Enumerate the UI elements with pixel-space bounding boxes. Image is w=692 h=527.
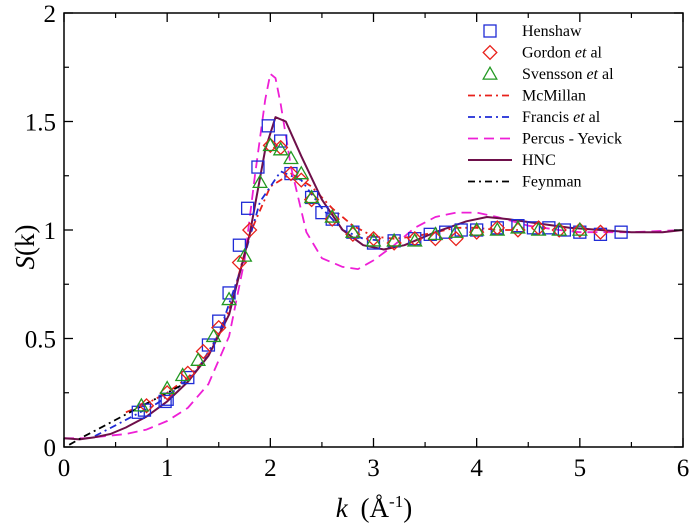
data-point-henshaw	[232, 238, 247, 252]
x-tick-label: 4	[470, 455, 483, 482]
legend-label-svensson-et-al: Svensson et al	[522, 66, 614, 83]
data-point-gordon-et-al	[448, 230, 464, 247]
legend-label-feynman: Feynman	[522, 174, 582, 191]
legend-marker-gordon-et-al	[482, 44, 498, 61]
data-point-svensson-et-al	[133, 397, 150, 412]
data-point-svensson-et-al	[293, 165, 310, 180]
legend-label-henshaw: Henshaw	[522, 23, 582, 40]
legend-marker-svensson-et-al	[482, 65, 498, 80]
data-point-svensson-et-al	[551, 221, 568, 236]
data-point-svensson-et-al	[571, 221, 588, 236]
data-point-gordon-et-al	[211, 319, 227, 336]
y-tick-label: 0.5	[25, 327, 56, 354]
legend-label-gordon-et-al: Gordon et al	[522, 45, 603, 62]
data-point-svensson-et-al	[303, 189, 320, 204]
legend-label-francis-et-al: Francis et al	[522, 109, 601, 126]
data-point-henshaw	[212, 314, 226, 328]
data-point-henshaw	[526, 221, 541, 235]
data-point-henshaw	[557, 223, 572, 237]
data-point-gordon-et-al	[262, 137, 279, 154]
data-point-henshaw	[366, 236, 381, 250]
data-point-henshaw	[181, 370, 195, 385]
data-point-svensson-et-al	[386, 232, 403, 247]
data-point-svensson-et-al	[252, 174, 268, 189]
x-tick-label: 1	[161, 455, 174, 482]
data-point-gordon-et-al	[283, 165, 299, 182]
data-point-henshaw	[614, 225, 628, 239]
data-point-svensson-et-al	[174, 367, 191, 382]
data-point-svensson-et-al	[262, 137, 279, 152]
legend-marker-henshaw	[483, 24, 497, 38]
data-point-svensson-et-al	[530, 221, 547, 236]
data-point-svensson-et-al	[510, 219, 526, 234]
data-point-svensson-et-al	[205, 328, 222, 343]
data-point-gordon-et-al	[138, 398, 155, 414]
data-point-gordon-et-al	[592, 224, 609, 240]
data-point-henshaw	[222, 286, 236, 300]
data-point-svensson-et-al	[344, 224, 361, 238]
y-tick-label: 0	[44, 435, 57, 462]
x-tick-label: 6	[677, 455, 690, 482]
data-point-henshaw	[261, 119, 275, 133]
x-tick-label: 5	[574, 455, 587, 482]
series-line-francis-et-al	[94, 170, 384, 437]
data-point-gordon-et-al	[572, 222, 588, 238]
data-point-svensson-et-al	[272, 141, 289, 156]
legend: Henshaw Gordon et al Svensson et al McMilla…	[468, 23, 622, 191]
data-point-henshaw	[158, 394, 172, 409]
data-point-svensson-et-al	[221, 291, 237, 306]
data-point-henshaw	[251, 160, 265, 174]
data-point-svensson-et-al	[427, 226, 444, 241]
y-axis-label: S(k)	[10, 225, 40, 270]
data-point-gordon-et-al	[293, 172, 310, 188]
legend-label-mcmillan: McMillan	[522, 88, 586, 105]
data-point-henshaw	[573, 225, 587, 239]
data-point-svensson-et-al	[448, 224, 464, 238]
data-point-gordon-et-al	[195, 343, 211, 360]
x-axis-label: k (Å-1)	[336, 492, 412, 523]
data-point-svensson-et-al	[365, 232, 382, 247]
x-tick-label: 0	[58, 455, 71, 482]
y-tick-label: 1	[44, 218, 57, 245]
x-tick-label: 3	[367, 455, 380, 482]
legend-label-hnc: HNC	[522, 152, 556, 169]
data-point-gordon-et-al	[231, 254, 248, 271]
data-point-henshaw	[593, 227, 608, 241]
data-point-svensson-et-al	[489, 221, 506, 236]
data-point-svensson-et-al	[468, 221, 485, 236]
y-tick-label: 1.5	[25, 110, 56, 137]
legend-label-percus-yevick: Percus - Yevick	[522, 131, 622, 148]
data-point-henshaw	[240, 201, 255, 215]
data-point-henshaw	[511, 219, 525, 233]
x-tick-label: 2	[264, 455, 277, 482]
data-point-svensson-et-al	[324, 208, 341, 223]
data-point-svensson-et-al	[159, 380, 176, 395]
data-point-svensson-et-al	[406, 232, 423, 247]
data-point-henshaw	[273, 134, 288, 148]
series-line-percus-yevick	[64, 72, 684, 440]
data-point-svensson-et-al	[283, 150, 299, 165]
data-point-gordon-et-al	[551, 222, 567, 238]
data-point-henshaw	[454, 223, 468, 237]
series-line-feynman	[68, 381, 189, 446]
data-point-gordon-et-al	[241, 222, 258, 238]
axes-frame: 0 1 2 3 4 5 6 0 0.5 1 1.5 2	[25, 1, 690, 482]
data-point-svensson-et-al	[190, 352, 207, 366]
series-layer	[63, 72, 684, 446]
data-point-svensson-et-al	[236, 247, 253, 262]
series-line-hnc	[63, 116, 684, 441]
y-tick-label: 2	[44, 1, 57, 28]
